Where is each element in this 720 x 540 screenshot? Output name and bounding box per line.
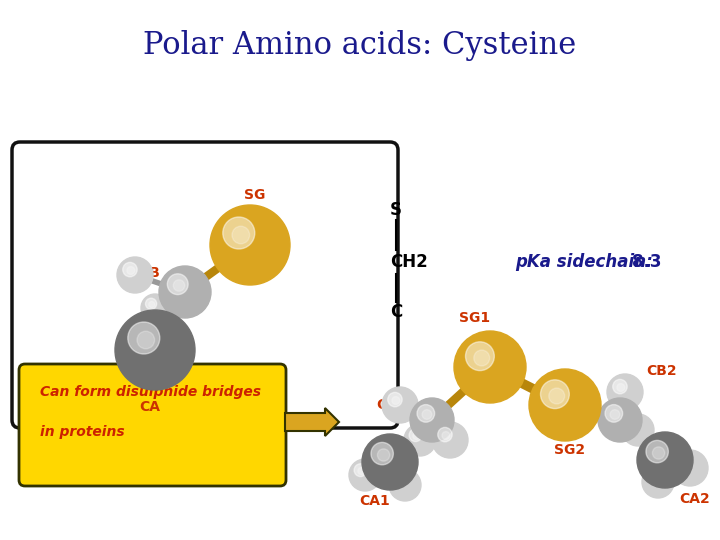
Circle shape: [627, 419, 640, 431]
FancyArrow shape: [285, 408, 339, 436]
Circle shape: [392, 396, 400, 404]
Circle shape: [454, 331, 526, 403]
Circle shape: [422, 410, 432, 420]
Text: CB: CB: [140, 266, 161, 280]
Circle shape: [409, 429, 422, 442]
Text: C: C: [390, 303, 402, 321]
Circle shape: [432, 422, 468, 458]
Text: CB1: CB1: [377, 398, 408, 412]
Circle shape: [541, 380, 570, 409]
Circle shape: [174, 280, 185, 291]
Circle shape: [617, 383, 625, 392]
Circle shape: [417, 404, 435, 422]
Circle shape: [389, 469, 421, 501]
Text: SG2: SG2: [554, 443, 585, 457]
Circle shape: [362, 434, 418, 490]
Circle shape: [549, 388, 564, 404]
Circle shape: [637, 432, 693, 488]
Circle shape: [613, 380, 627, 394]
Circle shape: [371, 442, 393, 465]
Circle shape: [678, 455, 692, 470]
Text: CH2: CH2: [390, 253, 428, 271]
Circle shape: [115, 310, 195, 390]
Circle shape: [682, 460, 690, 468]
Circle shape: [128, 322, 160, 354]
Circle shape: [466, 342, 495, 370]
Text: pKa sidechain:: pKa sidechain:: [515, 253, 653, 271]
Circle shape: [382, 387, 418, 423]
Circle shape: [222, 217, 255, 249]
Circle shape: [127, 267, 135, 274]
Text: Polar Amino acids: Cysteine: Polar Amino acids: Cysteine: [143, 30, 577, 61]
Circle shape: [672, 450, 708, 486]
Circle shape: [442, 431, 450, 440]
Circle shape: [137, 331, 155, 349]
Circle shape: [413, 433, 420, 440]
Circle shape: [622, 414, 654, 446]
Circle shape: [394, 474, 407, 487]
Text: S: S: [390, 201, 402, 219]
Circle shape: [631, 422, 638, 429]
Circle shape: [358, 468, 365, 475]
Text: SG: SG: [244, 188, 266, 202]
Text: in proteins: in proteins: [40, 425, 125, 439]
Circle shape: [605, 404, 623, 422]
Circle shape: [167, 274, 188, 295]
Circle shape: [232, 226, 250, 244]
Circle shape: [159, 266, 211, 318]
Text: CA: CA: [140, 400, 161, 414]
Circle shape: [149, 301, 155, 308]
Circle shape: [354, 464, 367, 477]
FancyBboxPatch shape: [12, 142, 398, 428]
Circle shape: [349, 459, 381, 491]
Circle shape: [642, 466, 674, 498]
Text: SG1: SG1: [459, 311, 490, 325]
Circle shape: [388, 393, 402, 407]
Circle shape: [117, 257, 153, 293]
Circle shape: [646, 441, 668, 463]
Circle shape: [438, 427, 452, 442]
Text: 8.3: 8.3: [632, 253, 662, 271]
Circle shape: [210, 205, 290, 285]
Circle shape: [397, 477, 405, 484]
Circle shape: [598, 398, 642, 442]
Circle shape: [474, 350, 490, 366]
Text: CB2: CB2: [647, 364, 678, 378]
Circle shape: [647, 471, 660, 484]
Text: CA2: CA2: [680, 492, 711, 506]
Circle shape: [607, 374, 643, 410]
Circle shape: [529, 369, 601, 441]
Circle shape: [610, 410, 620, 420]
Circle shape: [651, 475, 658, 482]
FancyBboxPatch shape: [19, 364, 286, 486]
Text: CA1: CA1: [359, 494, 390, 508]
Circle shape: [410, 398, 454, 442]
Circle shape: [145, 298, 157, 309]
Text: Can form disulphide bridges: Can form disulphide bridges: [40, 385, 261, 399]
Circle shape: [377, 449, 390, 461]
Circle shape: [141, 294, 169, 322]
Circle shape: [122, 262, 137, 277]
Circle shape: [652, 447, 665, 459]
Circle shape: [404, 424, 436, 456]
